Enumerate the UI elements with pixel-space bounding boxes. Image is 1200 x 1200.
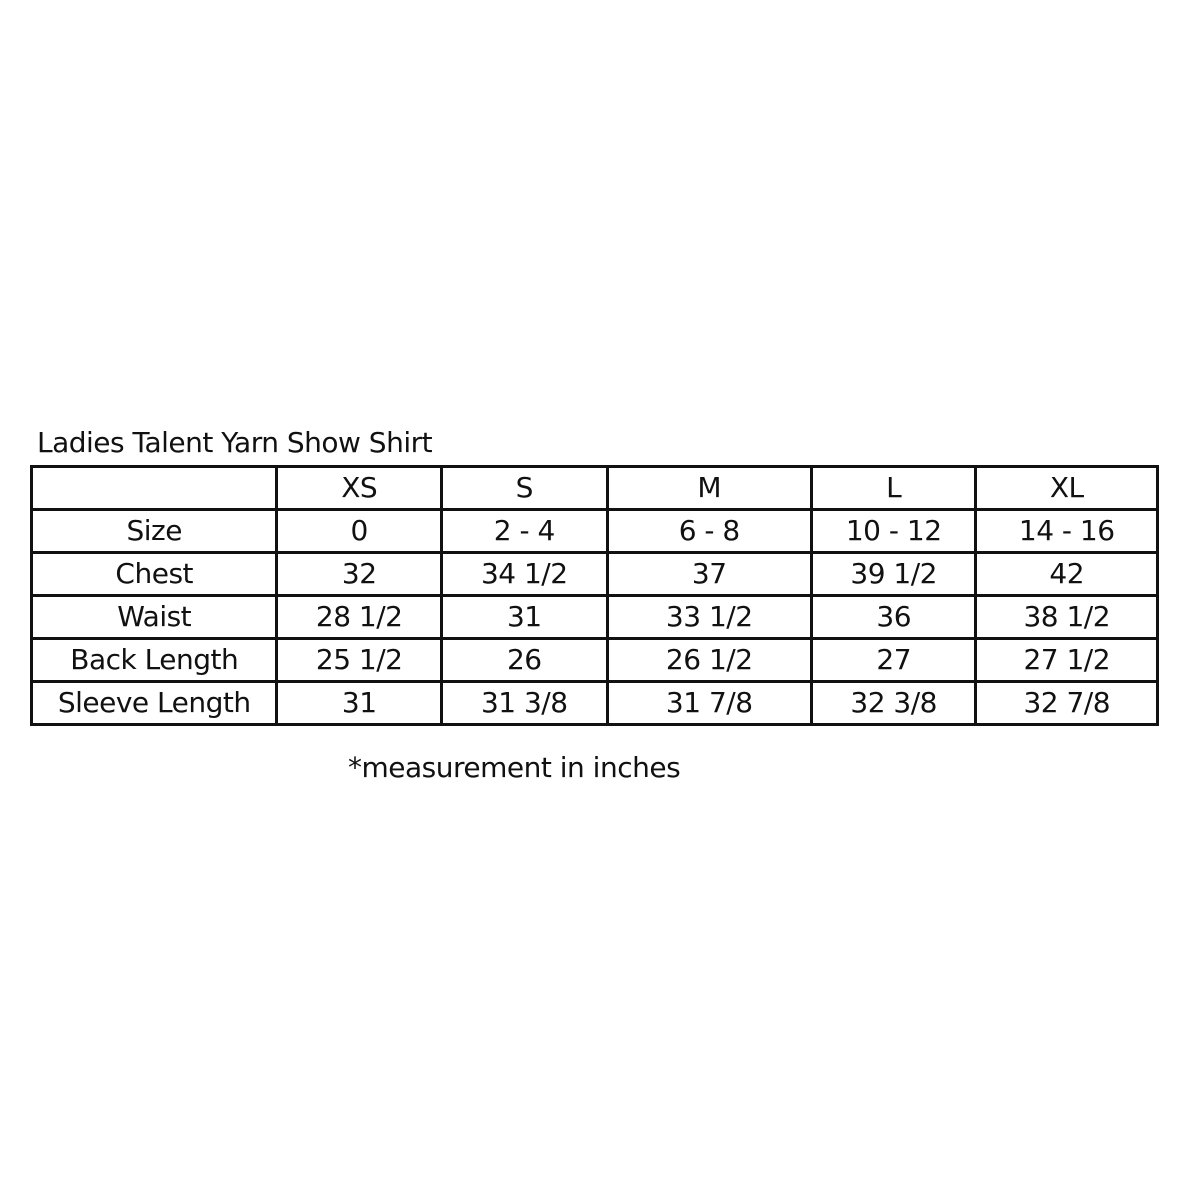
table-cell: 32 [275, 551, 443, 597]
table-cell: 10 - 12 [809, 508, 978, 554]
table-cell: 36 [809, 594, 978, 640]
table-cell: 32 3/8 [809, 680, 978, 726]
table-cell: L [809, 465, 978, 511]
table-cell: 31 [439, 594, 609, 640]
table-cell: 26 1/2 [605, 637, 813, 683]
table-cell: 32 7/8 [974, 680, 1159, 726]
table-cell: M [605, 465, 813, 511]
table-cell: 0 [275, 508, 443, 554]
table-cell: 2 - 4 [439, 508, 609, 554]
table-cell: 31 7/8 [605, 680, 813, 726]
table-cell: 6 - 8 [605, 508, 813, 554]
row-label-cell: Size [29, 508, 279, 554]
table-cell: XL [974, 465, 1159, 511]
table-row: Waist 28 1/2 31 33 1/2 36 38 1/2 [29, 594, 1159, 640]
table-cell: 27 1/2 [974, 637, 1159, 683]
table-row: Sleeve Length 31 31 3/8 31 7/8 32 3/8 32 7/8 [29, 680, 1159, 726]
table-row: Back Length 25 1/2 26 26 1/2 27 27 1/2 [29, 637, 1159, 683]
table-cell: 38 1/2 [974, 594, 1159, 640]
table-cell: 14 - 16 [974, 508, 1159, 554]
row-label-cell: Waist [29, 594, 279, 640]
table-cell: 25 1/2 [275, 637, 443, 683]
row-label-cell: Chest [29, 551, 279, 597]
table-cell: 37 [605, 551, 813, 597]
table-cell: XS [275, 465, 443, 511]
table-cell: 26 [439, 637, 609, 683]
chart-title: Ladies Talent Yarn Show Shirt [37, 426, 433, 459]
row-label-cell: Sleeve Length [29, 680, 279, 726]
table-cell: 28 1/2 [275, 594, 443, 640]
row-label-cell: Back Length [29, 637, 279, 683]
measurement-note: *measurement in inches [348, 751, 681, 784]
table-row: Chest 32 34 1/2 37 39 1/2 42 [29, 551, 1159, 597]
header-row: XS S M L XL [29, 465, 1159, 511]
table-cell: 33 1/2 [605, 594, 813, 640]
table-cell: 39 1/2 [809, 551, 978, 597]
table-cell: S [439, 465, 609, 511]
table-cell: 34 1/2 [439, 551, 609, 597]
row-label-cell [29, 465, 279, 511]
table-cell: 27 [809, 637, 978, 683]
table-cell: 31 [275, 680, 443, 726]
table-cell: 42 [974, 551, 1159, 597]
table-cell: 31 3/8 [439, 680, 609, 726]
